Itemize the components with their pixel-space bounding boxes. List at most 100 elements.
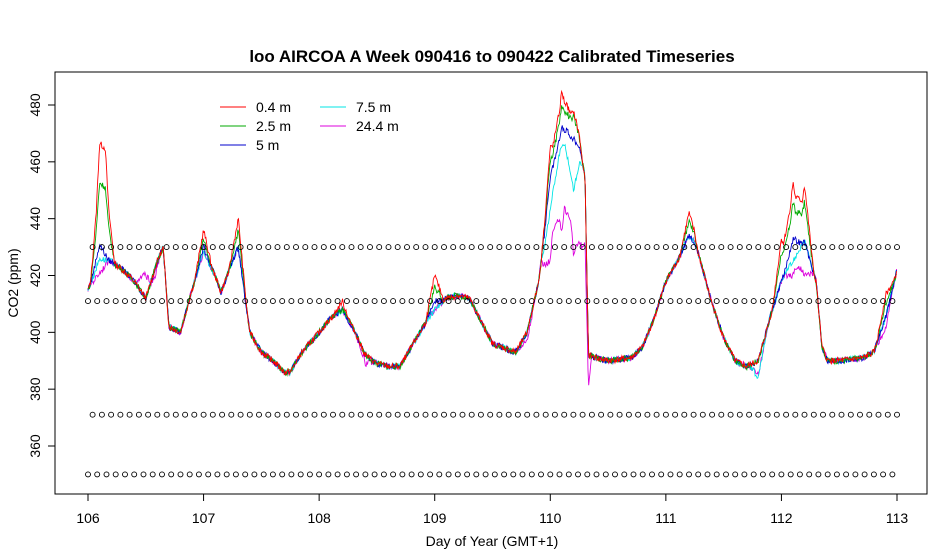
calibration-marker xyxy=(482,471,489,478)
calibration-marker xyxy=(695,471,702,478)
calibration-marker xyxy=(584,471,591,478)
calibration-marker xyxy=(824,298,831,305)
calibration-marker xyxy=(122,298,128,305)
calibration-marker xyxy=(847,244,854,251)
x-tick-label: 107 xyxy=(192,510,216,526)
calibration-marker xyxy=(736,244,743,251)
calibration-marker xyxy=(681,411,688,418)
calibration-marker xyxy=(380,298,387,305)
calibration-marker xyxy=(445,298,452,305)
calibration-marker xyxy=(367,411,373,418)
calibration-marker xyxy=(510,298,517,305)
calibration-marker xyxy=(796,298,803,305)
calibration-marker xyxy=(861,298,868,305)
calibration-marker xyxy=(607,244,614,251)
calibration-marker xyxy=(699,411,706,418)
calibration-marker xyxy=(311,411,318,418)
calibration-marker xyxy=(870,471,877,478)
calibration-marker xyxy=(491,471,498,478)
calibration-marker xyxy=(126,411,133,418)
plot-area xyxy=(87,89,897,386)
calibration-marker xyxy=(690,411,697,418)
calibration-marker xyxy=(491,298,498,305)
calibration-marker xyxy=(163,411,170,418)
calibration-marker xyxy=(880,298,887,305)
legend-label: 5 m xyxy=(256,137,279,153)
calibration-marker xyxy=(408,471,415,478)
calibration-marker xyxy=(796,471,803,478)
calibration-marker xyxy=(177,298,184,305)
calibration-marker xyxy=(736,411,743,418)
calibration-marker xyxy=(755,244,762,251)
calibration-marker xyxy=(237,244,244,251)
calibration-marker xyxy=(755,411,762,418)
calibration-marker xyxy=(145,411,152,418)
calibration-marker xyxy=(505,244,512,251)
calibration-marker xyxy=(94,298,101,305)
calibration-marker xyxy=(723,471,729,478)
calibration-marker xyxy=(653,411,660,418)
calibration-marker xyxy=(593,471,600,478)
calibration-marker xyxy=(269,471,276,478)
calibration-marker xyxy=(168,298,175,305)
calibration-marker xyxy=(325,471,332,478)
calibration-marker xyxy=(246,244,253,251)
calibration-marker xyxy=(875,411,882,418)
calibration-marker xyxy=(686,471,692,478)
calibration-marker xyxy=(764,411,771,418)
calibration-marker xyxy=(205,298,212,305)
calibration-marker xyxy=(228,411,235,418)
calibration-marker xyxy=(112,471,119,478)
calibration-marker xyxy=(764,244,771,251)
calibration-marker xyxy=(727,411,734,418)
calibration-marker xyxy=(607,411,614,418)
calibration-marker xyxy=(889,471,896,478)
calibration-marker xyxy=(727,244,734,251)
calibration-marker xyxy=(274,411,281,418)
calibration-marker xyxy=(852,471,859,478)
calibration-marker xyxy=(801,411,808,418)
x-tick-label: 112 xyxy=(770,510,793,526)
calibration-marker xyxy=(316,471,323,478)
y-tick-label: 380 xyxy=(27,377,43,401)
calibration-marker xyxy=(501,298,508,305)
calibration-marker xyxy=(228,244,235,251)
calibration-marker xyxy=(108,411,115,418)
x-axis-label: Day of Year (GMT+1) xyxy=(426,533,559,549)
calibration-marker xyxy=(778,298,785,305)
calibration-marker xyxy=(732,298,739,305)
calibration-marker xyxy=(126,244,133,251)
calibration-marker xyxy=(584,298,591,305)
calibration-marker xyxy=(357,244,364,251)
calibration-marker xyxy=(672,244,679,251)
calibration-marker xyxy=(431,244,438,251)
calibration-marker xyxy=(140,471,147,478)
calibration-marker xyxy=(810,411,817,418)
calibration-marker xyxy=(436,471,443,478)
calibration-marker xyxy=(380,471,387,478)
y-axis-label: CO2 (ppm) xyxy=(5,248,21,317)
calibration-marker xyxy=(454,471,461,478)
calibration-marker xyxy=(427,471,434,478)
calibration-marker xyxy=(561,411,568,418)
calibration-marker xyxy=(852,298,859,305)
calibration-marker xyxy=(269,298,276,305)
calibration-marker xyxy=(182,411,189,418)
calibration-marker xyxy=(565,471,572,478)
y-tick-label: 480 xyxy=(27,93,43,117)
calibration-marker xyxy=(357,411,364,418)
calibration-marker xyxy=(353,298,360,305)
calibration-marker xyxy=(172,411,179,418)
calibration-marker xyxy=(265,244,272,251)
calibration-marker xyxy=(880,471,887,478)
calibration-marker xyxy=(769,471,776,478)
calibration-marker xyxy=(214,471,221,478)
calibration-marker xyxy=(450,411,457,418)
calibration-marker xyxy=(667,471,674,478)
calibration-marker xyxy=(723,298,729,305)
calibration-marker xyxy=(431,411,438,418)
legend-label: 2.5 m xyxy=(256,118,291,134)
calibration-marker xyxy=(838,411,845,418)
calibration-marker xyxy=(746,411,753,418)
calibration-marker xyxy=(709,244,716,251)
